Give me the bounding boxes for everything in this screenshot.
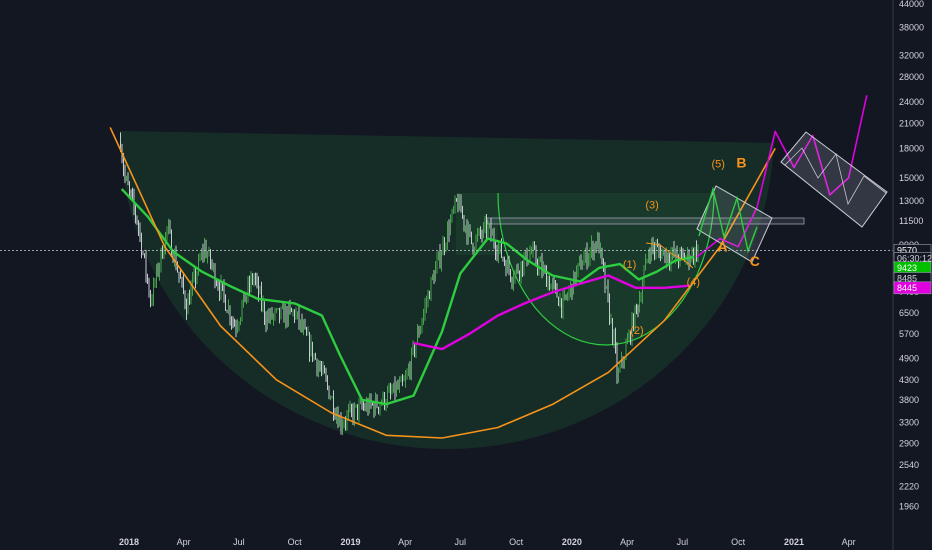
x-tick-label: 2021 xyxy=(784,537,804,547)
projection-zigzag xyxy=(784,147,887,206)
price-tag-label: 9423 xyxy=(897,263,917,273)
x-tick-label: Apr xyxy=(620,537,634,547)
x-tick-label: Oct xyxy=(731,537,746,547)
x-tick-label: 2018 xyxy=(119,537,139,547)
x-tick-label: 2019 xyxy=(340,537,360,547)
wave-label: A xyxy=(718,239,728,255)
x-tick-label: Jul xyxy=(455,537,467,547)
y-tick-label: 4900 xyxy=(899,354,919,364)
y-tick-label: 44000 xyxy=(899,0,924,9)
y-tick-label: 2540 xyxy=(899,460,919,470)
wave-zigzag xyxy=(698,186,758,254)
wave-label: (2) xyxy=(630,325,643,337)
wave-label: B xyxy=(736,154,746,170)
series-line-3 xyxy=(696,95,868,258)
wave-count-line xyxy=(645,242,694,269)
wave-label: C xyxy=(750,253,760,269)
y-tick-label: 24000 xyxy=(899,97,924,107)
y-tick-label: 4300 xyxy=(899,375,919,385)
price-tag-label: 8485 xyxy=(897,274,917,284)
y-tick-label: 1960 xyxy=(899,502,919,512)
time-axis[interactable]: 2018 Apr Jul Oct 2019 Apr Jul Oct 2020 Apr Jul Oct 2… xyxy=(119,537,856,547)
x-tick-label: Apr xyxy=(842,537,856,547)
y-tick-label: 18000 xyxy=(899,143,924,153)
price-tag-box xyxy=(893,281,932,295)
series-line-2 xyxy=(109,127,776,439)
wave-label: (1) xyxy=(623,259,636,271)
x-tick-label: Jul xyxy=(233,537,245,547)
price-tag-label: 8445 xyxy=(897,283,917,293)
price-candles xyxy=(120,132,699,436)
y-tick-label: 3300 xyxy=(899,418,919,428)
indicator-lines xyxy=(109,95,868,439)
x-tick-label: Apr xyxy=(398,537,412,547)
series-line-1 xyxy=(413,274,691,351)
y-tick-label: 28000 xyxy=(899,72,924,82)
wave-label: (5) xyxy=(711,158,724,170)
price-tag-label: 06:30:12 xyxy=(897,254,932,264)
wave-label: (3) xyxy=(645,200,658,212)
x-tick-label: Jul xyxy=(677,537,689,547)
projection-drawings xyxy=(0,131,893,269)
y-tick-label: 5700 xyxy=(899,329,919,339)
y-tick-label: 11500 xyxy=(899,216,923,226)
y-tick-label: 15000 xyxy=(899,173,924,183)
projection-box-2 xyxy=(780,131,888,228)
x-tick-label: Oct xyxy=(288,537,303,547)
y-tick-label: 21000 xyxy=(899,119,924,129)
x-tick-label: Apr xyxy=(177,537,191,547)
x-tick-label: Oct xyxy=(509,537,524,547)
y-tick-label: 32000 xyxy=(899,50,924,60)
y-tick-label: 38000 xyxy=(899,23,924,33)
x-tick-label: 2020 xyxy=(562,537,582,547)
y-tick-label: 2220 xyxy=(899,482,919,492)
series-line-0 xyxy=(120,188,695,406)
handle-shade xyxy=(456,193,714,345)
y-tick-label: 13000 xyxy=(899,196,924,206)
y-tick-label: 2900 xyxy=(899,438,919,448)
y-tick-label: 3800 xyxy=(899,395,919,405)
price-axis[interactable]: 44000 38000 32000 28000 24000 21000 18000 15000… xyxy=(899,0,924,512)
y-tick-label: 6500 xyxy=(899,308,919,318)
wave-annotations: (5) B (3) (1) (4) (2) A C xyxy=(623,154,760,337)
handle-arc xyxy=(497,192,715,346)
resistance-box xyxy=(486,217,805,225)
wave-label: (4) xyxy=(687,277,700,289)
price-tag-label: 9570 xyxy=(897,246,917,256)
